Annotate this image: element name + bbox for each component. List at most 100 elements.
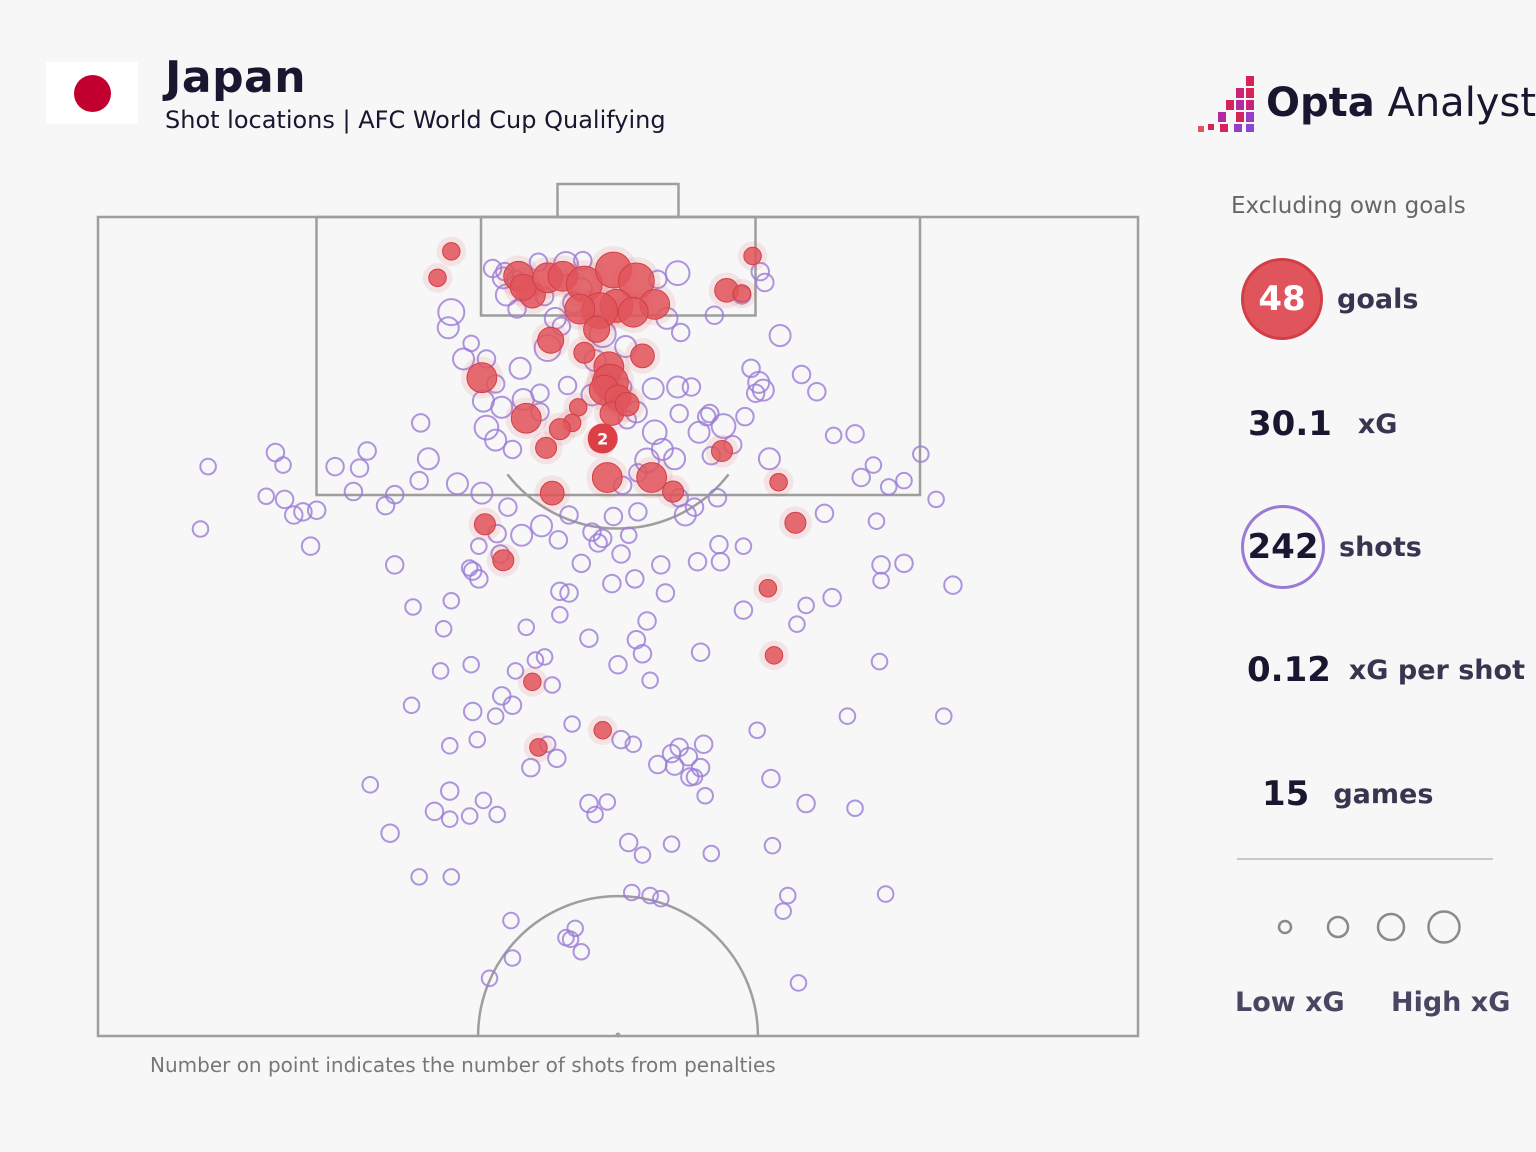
shot-point: [535, 648, 554, 666]
goal-point: [636, 462, 668, 493]
games-value: 15: [1262, 774, 1310, 814]
shot-point: [608, 654, 628, 675]
stat-xg-per-shot: 0.12 xG per shot: [1247, 650, 1525, 690]
japan-flag-icon: [46, 62, 138, 124]
shot-point: [437, 298, 466, 327]
shot-point: [559, 583, 579, 603]
logo-bold: Opta: [1266, 80, 1375, 126]
shot-point: [343, 481, 364, 502]
shot-point: [619, 526, 638, 545]
shot-point: [473, 414, 500, 441]
shot-point: [662, 835, 681, 853]
shot-point: [637, 611, 657, 631]
logo-light: Analyst: [1387, 80, 1536, 126]
shot-point: [851, 467, 871, 488]
shot-point: [710, 552, 731, 572]
shot-point: [410, 413, 431, 433]
penalty-point: [587, 423, 618, 454]
opta-analyst-logo: Opta Analyst: [1196, 70, 1536, 136]
shot-point: [690, 642, 711, 662]
shot-point: [750, 261, 770, 282]
shot-point: [814, 503, 835, 524]
shot-point: [872, 571, 890, 590]
goals-label: goals: [1337, 283, 1419, 315]
shot-point: [641, 419, 668, 446]
shot-point: [876, 885, 895, 903]
shot-point: [796, 793, 816, 814]
shot-point: [734, 537, 753, 555]
shots-badge: 242: [1241, 505, 1325, 589]
shot-point: [741, 358, 761, 379]
shot-point: [559, 505, 579, 525]
shot-point: [696, 786, 714, 805]
shot-point: [807, 381, 827, 402]
stat-games: 15 games: [1262, 774, 1433, 814]
shot-point: [680, 767, 700, 787]
penalty-count-label: 2: [597, 430, 608, 449]
shot-point: [702, 844, 721, 863]
shot-point: [517, 618, 536, 637]
shot-point: [894, 553, 914, 574]
goal-point: [758, 579, 778, 598]
shot-point: [751, 378, 775, 402]
shot-point: [424, 801, 445, 822]
shot-point: [670, 322, 691, 343]
shot-point: [661, 743, 682, 764]
goal-point: [591, 462, 623, 493]
shot-point: [846, 799, 864, 818]
goal-point: [614, 391, 640, 417]
shot-point: [507, 299, 527, 319]
shot-point: [452, 347, 476, 371]
logo-wordmark: Opta Analyst: [1266, 80, 1536, 126]
shot-point: [663, 447, 687, 471]
stat-xg: 30.1 xG: [1248, 404, 1397, 444]
centre-spot: [615, 1032, 621, 1038]
shot-point: [838, 707, 857, 725]
shot-point: [257, 487, 276, 506]
shot-point: [895, 471, 913, 490]
shot-point: [502, 695, 523, 716]
shot-point: [678, 747, 699, 767]
shot-point: [664, 756, 685, 776]
shot-point: [700, 403, 720, 424]
summary-note: Excluding own goals: [1231, 193, 1466, 219]
goal-point: [764, 646, 784, 665]
shot-point: [704, 305, 725, 326]
shot-point: [265, 442, 286, 463]
shot-point: [867, 512, 886, 530]
shot-point: [592, 528, 613, 549]
shot-point: [445, 472, 469, 496]
shot-point: [293, 502, 313, 522]
shot-point: [375, 495, 396, 516]
footnote: Number on point indicates the number of …: [150, 1053, 776, 1077]
goal-point: [710, 439, 734, 463]
shot-point: [557, 928, 575, 947]
centre-circle: [476, 894, 760, 1037]
shot-point: [650, 437, 674, 461]
shot-point: [579, 628, 599, 648]
shot-point: [488, 805, 506, 824]
goal-point: [630, 343, 655, 369]
goal-point: [593, 720, 612, 740]
shot-point: [789, 974, 808, 992]
shot-point: [778, 886, 797, 905]
shot-point: [510, 523, 534, 547]
shot-point: [768, 324, 792, 348]
shot-point: [547, 748, 567, 769]
shot-point: [526, 651, 545, 669]
goal-point: [769, 472, 788, 492]
shot-point: [442, 591, 461, 610]
shot-point: [530, 514, 554, 538]
goals-layer: 2: [422, 236, 812, 763]
shot-point: [684, 497, 705, 517]
shot-point: [440, 810, 459, 828]
shot-point: [440, 781, 460, 801]
shot-point: [486, 707, 505, 725]
shot-point: [551, 606, 569, 624]
shot-point: [845, 424, 865, 444]
shot-point: [409, 470, 429, 491]
shot-point: [582, 522, 602, 542]
xg-label: xG: [1357, 408, 1398, 440]
shot-point: [927, 490, 945, 509]
shot-point: [696, 406, 717, 427]
